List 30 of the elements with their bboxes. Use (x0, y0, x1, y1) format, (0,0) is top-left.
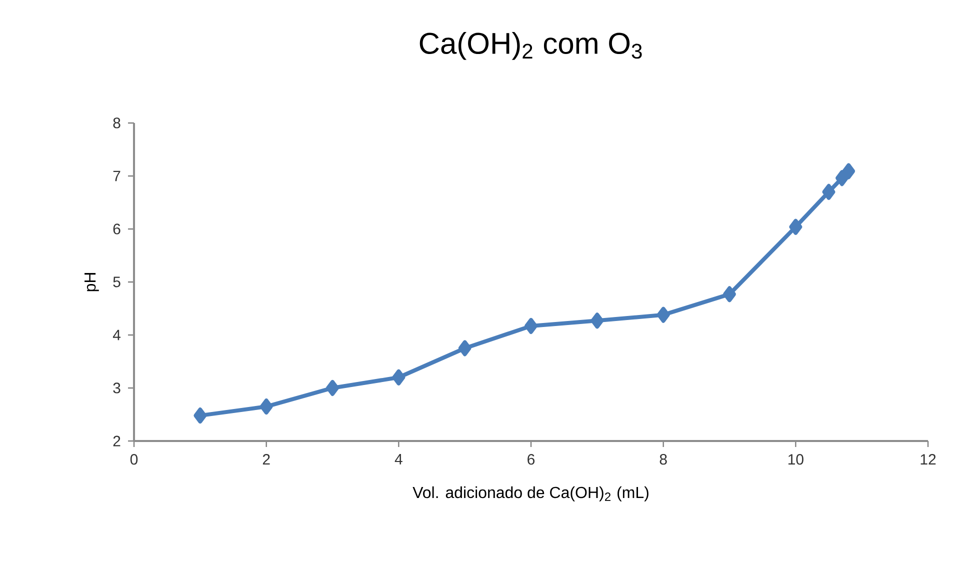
y-tick-label: 8 (113, 118, 120, 128)
y-tick-label: 7 (113, 170, 120, 182)
point (260, 398, 273, 415)
point (194, 408, 207, 424)
y-tick-label: 6 (113, 224, 120, 234)
point (822, 184, 836, 200)
y-tick-label: 4 (112, 330, 121, 340)
y-tick-label: 2 (113, 436, 120, 446)
point (590, 312, 604, 329)
point (458, 340, 472, 356)
point (326, 380, 340, 396)
x-tick-label: 0 (130, 454, 138, 465)
point (835, 170, 848, 186)
x-tick-label: 2 (262, 454, 270, 465)
point (524, 318, 538, 334)
point (723, 286, 736, 302)
x-tick-label: 10 (788, 454, 804, 465)
y-tick-label: 5 (113, 276, 120, 288)
x-tick-label: 4 (394, 454, 402, 464)
x-tick-label: 6 (528, 454, 535, 465)
x-tick-label: 8 (660, 454, 667, 465)
x-tick-label: 12 (920, 454, 936, 465)
point (656, 306, 670, 323)
point (789, 218, 802, 235)
chart-title: Ca(OH)$_{2}$ com O$_{3}$ (420, 32, 642, 60)
point (392, 369, 406, 386)
point (842, 163, 856, 180)
x-axis-title: Vol. adicionado de Ca(OH)$_{2}$ (mL) (412, 486, 648, 502)
y-tick-label: 3 (113, 382, 120, 394)
y-axis-title: pH (84, 273, 99, 292)
